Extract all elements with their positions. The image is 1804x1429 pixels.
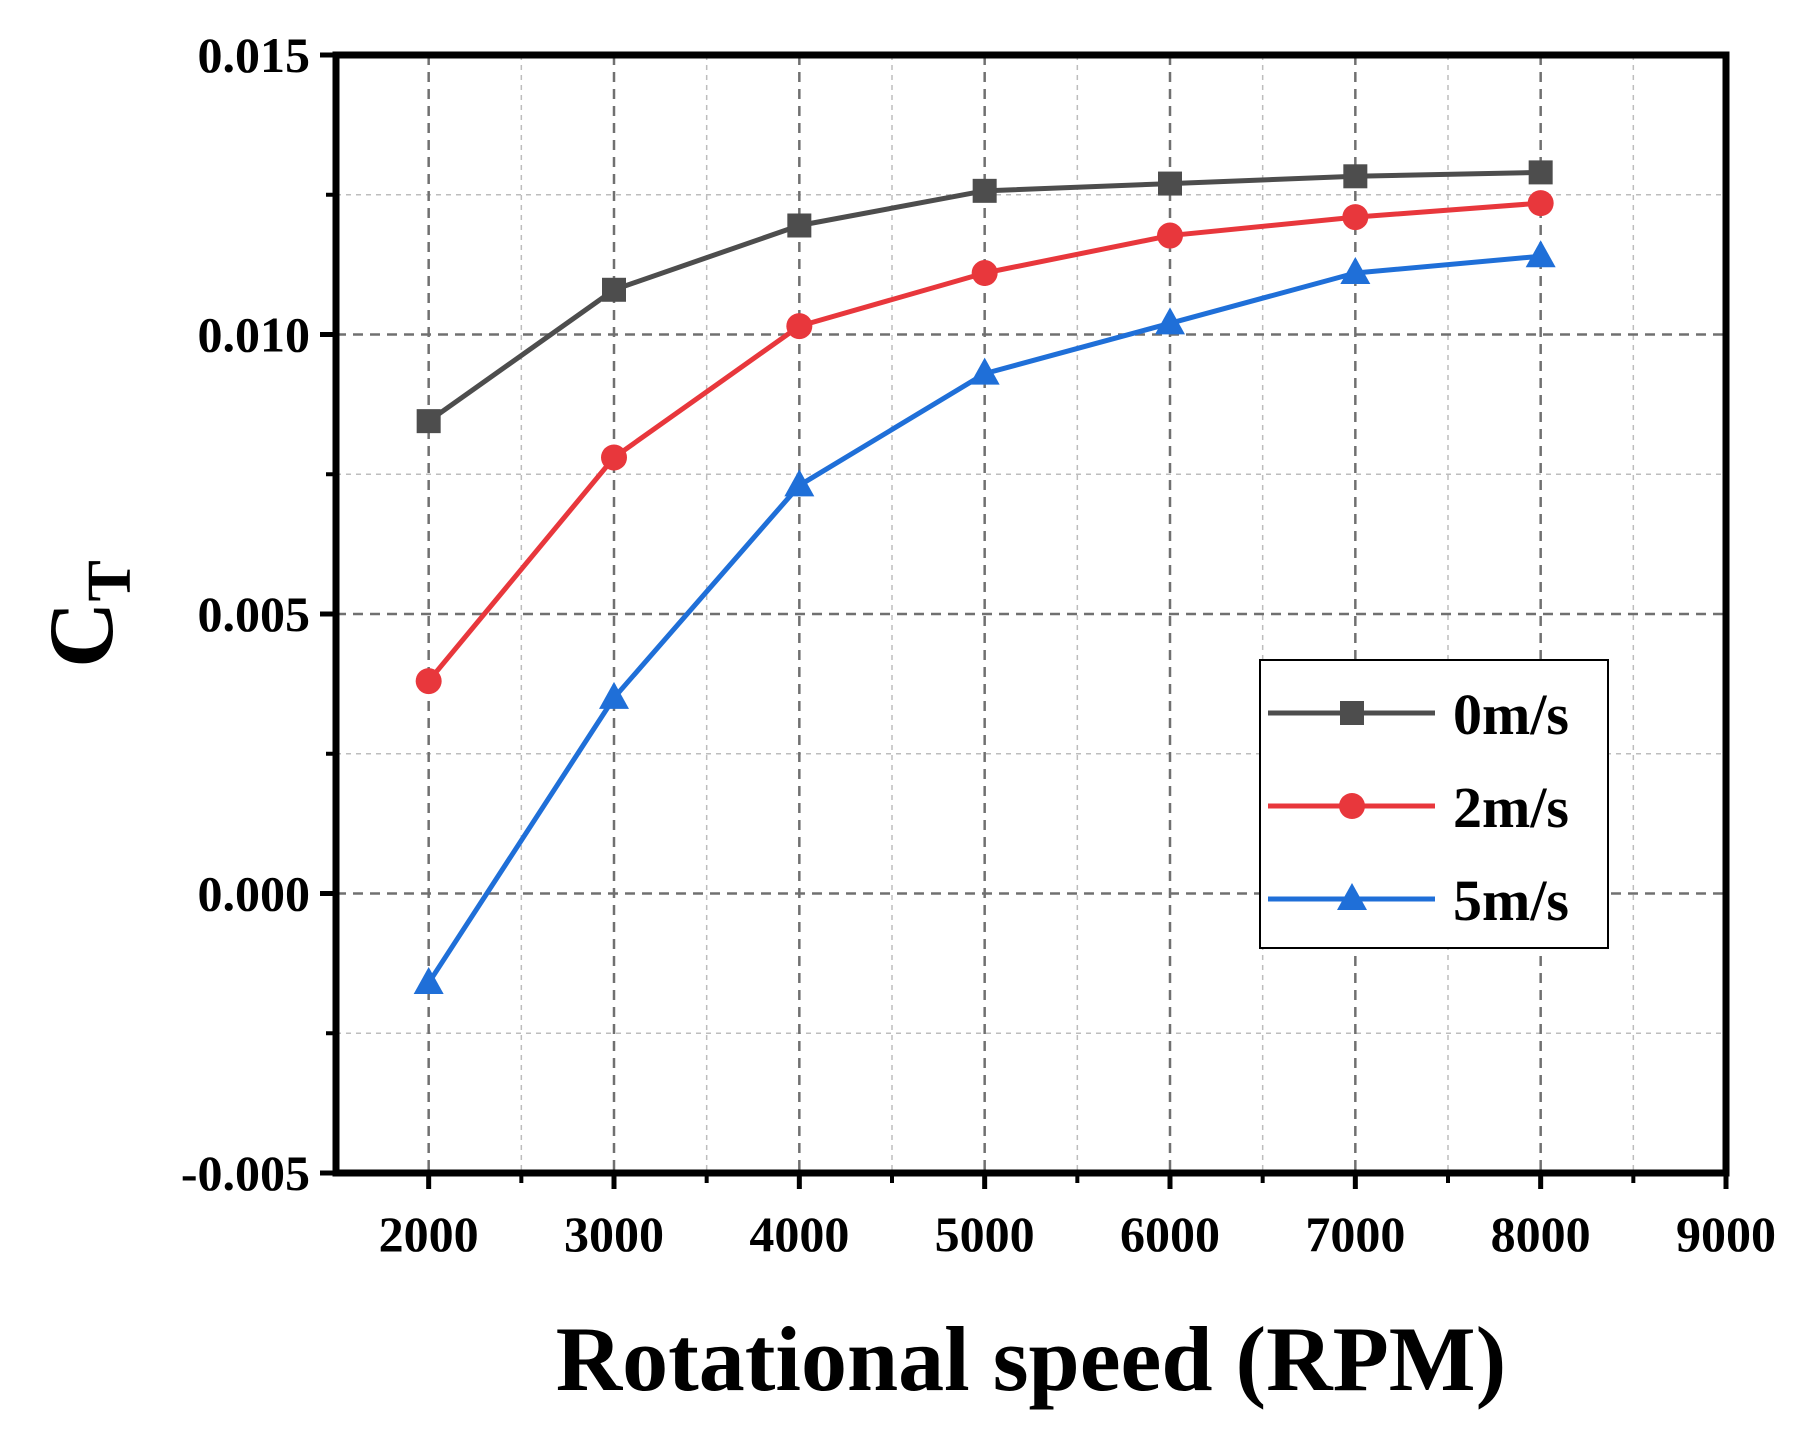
y-tick-label: 0.005 <box>198 586 311 642</box>
data-point <box>969 357 1000 385</box>
y-axis-title: CT <box>30 560 144 668</box>
data-point <box>1155 307 1185 335</box>
data-point <box>1343 164 1368 189</box>
data-point <box>972 178 997 203</box>
y-tick-labels: -0.005 0.000 0.005 0.010 0.015 <box>181 27 310 1201</box>
data-point <box>971 260 998 287</box>
y-axis-title-subscript: T <box>76 560 144 601</box>
y-tick-label: 0.010 <box>198 307 311 363</box>
x-tick-label: 8000 <box>1491 1206 1591 1262</box>
y-tick-label: -0.005 <box>181 1145 310 1201</box>
data-point <box>787 213 812 238</box>
y-axis-title-main: C <box>30 601 132 667</box>
legend-swatch-marker <box>1340 701 1364 725</box>
data-point <box>602 277 626 302</box>
legend-label: 0m/s <box>1453 682 1569 747</box>
grid-lines <box>336 55 1726 1173</box>
legend-swatch-marker <box>1339 793 1365 819</box>
series-2m/s <box>415 190 1554 695</box>
y-tick-label: 0.015 <box>198 27 311 83</box>
series-0m/s <box>416 160 1553 434</box>
data-point <box>786 313 813 340</box>
data-point <box>601 444 627 471</box>
y-tick-label: 0.000 <box>198 866 311 922</box>
data-point <box>1340 257 1371 285</box>
data-point <box>1342 204 1369 231</box>
x-tick-label: 5000 <box>935 1206 1035 1262</box>
data-point <box>416 409 441 434</box>
legend-entry: 5m/s <box>1268 868 1569 933</box>
series-layer <box>413 160 1556 994</box>
x-tick-label: 7000 <box>1305 1206 1405 1262</box>
x-tick-labels: 2000 3000 4000 5000 6000 7000 8000 9000 <box>379 1206 1776 1262</box>
x-tick-label: 4000 <box>749 1206 849 1262</box>
series-5m/s <box>413 240 1556 994</box>
x-tick-label: 2000 <box>379 1206 479 1262</box>
data-point <box>415 668 442 695</box>
x-tick-label: 9000 <box>1676 1206 1776 1262</box>
data-point <box>599 681 629 709</box>
legend: 0m/s 2m/s 5m/s <box>1259 659 1609 949</box>
legend-label: 2m/s <box>1453 775 1569 840</box>
data-point <box>1527 190 1554 217</box>
data-point <box>1528 160 1553 185</box>
axis-ticks <box>320 52 1729 1189</box>
legend-entry: 0m/s <box>1268 682 1569 747</box>
x-tick-label: 3000 <box>564 1206 664 1262</box>
legend-entry: 2m/s <box>1268 775 1569 840</box>
x-tick-label: 6000 <box>1120 1206 1220 1262</box>
x-axis-title: Rotational speed (RPM) <box>556 1308 1507 1410</box>
data-point <box>1157 222 1183 249</box>
data-point <box>1158 171 1182 196</box>
legend-label: 5m/s <box>1453 868 1569 933</box>
data-point <box>413 966 444 994</box>
data-point <box>784 469 815 497</box>
legend-swatch-marker <box>1337 883 1367 910</box>
svg-text:CT: CT <box>30 560 144 668</box>
data-point <box>1525 240 1556 268</box>
